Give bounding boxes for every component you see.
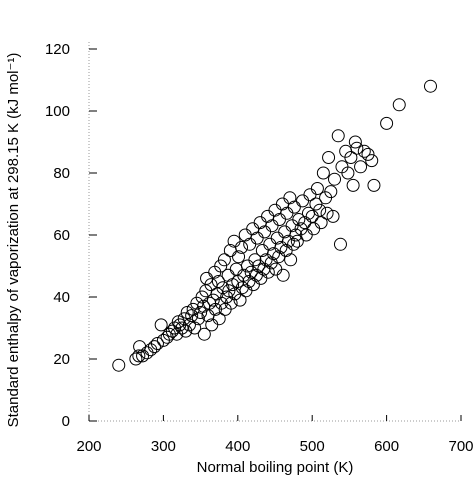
point — [222, 284, 236, 298]
point — [261, 265, 275, 279]
point — [191, 312, 205, 326]
point — [185, 309, 199, 323]
point — [194, 306, 208, 319]
point — [140, 346, 154, 360]
point — [314, 216, 328, 230]
point — [214, 259, 228, 273]
point — [341, 166, 355, 180]
point — [235, 240, 249, 254]
x-tick-label: 300 — [151, 438, 176, 455]
y-axis-label: Standard enthalpy of vaporization at 298… — [5, 53, 22, 428]
point — [132, 349, 146, 363]
point — [303, 188, 317, 202]
point — [232, 250, 246, 264]
y-tick-label: 120 — [45, 41, 70, 58]
point — [326, 209, 340, 223]
x-tick-label: 200 — [76, 438, 101, 455]
point — [357, 144, 371, 158]
x-tick-label: 400 — [225, 438, 250, 455]
point — [261, 209, 275, 223]
point — [283, 191, 297, 205]
point — [258, 225, 272, 239]
point — [307, 222, 321, 236]
point — [423, 79, 437, 93]
point — [333, 237, 347, 251]
point — [206, 293, 220, 307]
point — [361, 147, 375, 161]
point — [367, 178, 381, 192]
point — [238, 228, 252, 242]
y-tick-label: 100 — [45, 103, 70, 120]
point — [250, 231, 264, 245]
point — [392, 98, 406, 112]
y-tick-label: 20 — [53, 351, 70, 368]
point — [346, 178, 360, 192]
point — [129, 352, 143, 366]
point — [331, 129, 345, 143]
point — [350, 141, 364, 155]
point — [179, 324, 193, 338]
point — [216, 281, 230, 295]
point — [233, 293, 247, 307]
point — [322, 151, 336, 164]
x-axis-label: Normal boiling point (K) — [197, 459, 354, 476]
y-tick-label: 80 — [53, 165, 70, 182]
point — [287, 200, 301, 214]
point — [365, 154, 379, 168]
point — [320, 206, 334, 220]
point — [229, 262, 243, 276]
point — [243, 237, 257, 251]
point — [290, 234, 304, 248]
point — [217, 253, 231, 267]
point — [284, 253, 298, 267]
point — [246, 222, 260, 236]
x-tick-label: 700 — [448, 438, 473, 455]
point — [310, 182, 324, 195]
point — [197, 327, 211, 341]
point — [354, 160, 368, 174]
point — [175, 321, 189, 335]
point — [275, 197, 289, 211]
point — [380, 116, 394, 130]
point — [324, 185, 338, 199]
point — [276, 268, 290, 282]
point — [316, 166, 330, 180]
point — [150, 337, 164, 350]
point — [265, 219, 279, 233]
y-tick-label: 0 — [62, 413, 70, 430]
point — [136, 349, 150, 363]
point — [305, 209, 319, 223]
point — [112, 358, 126, 372]
point — [154, 318, 168, 332]
point — [309, 197, 323, 211]
point — [253, 216, 267, 230]
point — [348, 135, 362, 149]
x-tick-label: 600 — [374, 438, 399, 455]
point — [248, 253, 262, 267]
point — [204, 278, 218, 292]
point — [212, 312, 226, 326]
y-tick-label: 60 — [53, 227, 70, 244]
point — [344, 151, 358, 164]
point — [313, 203, 327, 217]
point — [272, 213, 286, 226]
x-tick-label: 500 — [300, 438, 325, 455]
y-tick-label: 40 — [53, 289, 70, 306]
point — [147, 340, 161, 354]
point — [188, 321, 202, 335]
point — [268, 203, 282, 217]
point — [180, 306, 194, 319]
point — [296, 194, 310, 208]
point — [144, 343, 158, 357]
point — [280, 206, 294, 220]
point — [292, 213, 306, 226]
point — [328, 172, 342, 186]
point — [287, 237, 301, 251]
point — [224, 296, 238, 310]
